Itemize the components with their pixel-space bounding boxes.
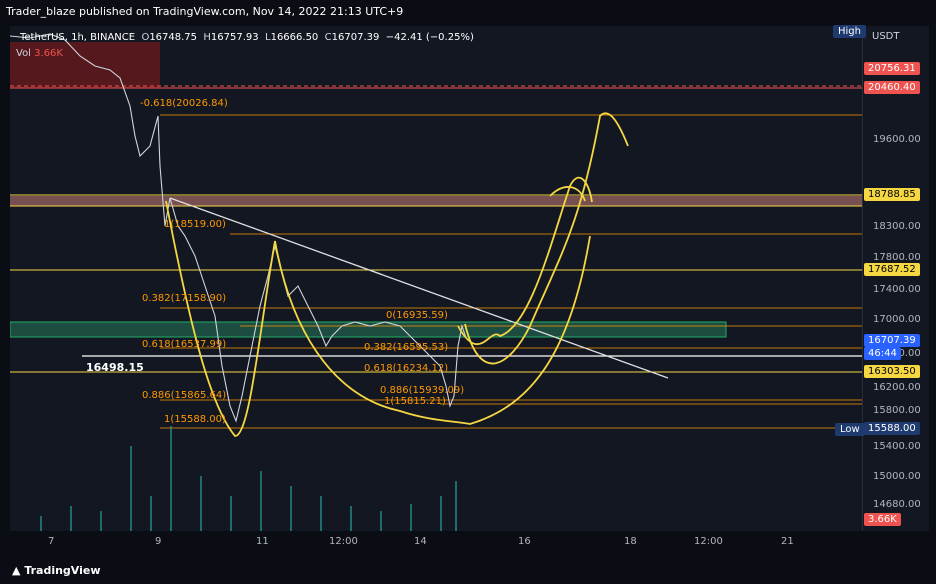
projection-curve-1 (165, 200, 591, 437)
published-bar: Trader_blaze published on TradingView.co… (0, 0, 936, 26)
y-tick-7: 16200.00 (873, 382, 921, 393)
tradingview-logo[interactable]: ▲ TradingView (12, 564, 101, 577)
downtrend-line (169, 197, 669, 379)
tag-16303: 16303.50 (864, 365, 920, 378)
currency-label: USDT (872, 31, 900, 42)
open-value: 16748.75 (149, 32, 198, 43)
tag-17687: 17687.52 (864, 263, 920, 276)
high-badge: High (833, 25, 866, 38)
fib2-label-0886: 0.886(15939.09) (380, 385, 465, 396)
tag-16707: 16707.39 (864, 334, 920, 347)
volume-legend: Vol 3.66K (16, 48, 63, 59)
tag-15588: 15588.00 (864, 422, 920, 435)
low-badge: Low (835, 423, 865, 436)
x-tick-8: 12:00 (694, 536, 723, 547)
y-tick-10: 15000.00 (873, 471, 921, 482)
fib2-label-0618: 0.618(16234.12) (364, 363, 449, 374)
supply-zone (10, 42, 160, 88)
ohlc-legend: TetherUS, 1h, BINANCE O16748.75 H16757.9… (20, 32, 474, 43)
x-tick-3: 11 (256, 536, 269, 547)
y-tick-8: 15800.00 (873, 405, 921, 416)
footer-bar: ▲ TradingView (0, 556, 936, 584)
fib-label-m0618: -0.618(20026.84) (140, 98, 228, 109)
symbol-label: TetherUS, 1h, BINANCE (20, 32, 136, 43)
high-label: H (203, 32, 211, 43)
tag-18788: 18788.85 (864, 188, 920, 201)
resistance-zone (10, 196, 862, 206)
fib-label-1: 1(15588.00) (164, 414, 226, 425)
x-tick-5: 14 (414, 536, 427, 547)
fib2-label-0: 0(16935.59) (386, 310, 448, 321)
price-axis[interactable] (862, 26, 929, 531)
chart-svg (10, 33, 862, 531)
vol-label: Vol (16, 48, 31, 59)
volume-bars (40, 426, 457, 531)
x-tick-9: 21 (781, 536, 794, 547)
fib-label-top: 1(18519.00) (164, 219, 226, 230)
tag-vol: 3.66K (864, 513, 901, 526)
fib2-label-0382: 0.382(16595.53) (364, 342, 449, 353)
x-tick-6: 16 (518, 536, 531, 547)
high-value: 16757.93 (210, 32, 259, 43)
demand-zone (10, 321, 727, 338)
projection-curve-3 (464, 112, 629, 365)
published-text: Trader_blaze published on TradingView.co… (6, 5, 404, 18)
close-label: C (324, 32, 332, 43)
x-tick-4: 12:00 (329, 536, 358, 547)
x-tick-7: 18 (624, 536, 637, 547)
price-path (10, 33, 467, 423)
x-tick-1: 7 (48, 536, 55, 547)
fib2-label-1: 1(15815.21) (384, 396, 446, 407)
tag-20756: 20756.31 (864, 62, 920, 75)
projection-curve-4 (549, 186, 586, 202)
projection-curve-2 (457, 176, 593, 346)
y-tick-4: 17400.00 (873, 284, 921, 295)
y-tick-5: 17000.00 (873, 314, 921, 325)
vol-value: 3.66K (34, 48, 63, 59)
close-value: 16707.39 (331, 32, 380, 43)
y-tick-3: 17800.00 (873, 252, 921, 263)
y-tick-1: 19600.00 (873, 134, 921, 145)
fib-label-0886: 0.886(15865.64) (142, 390, 227, 401)
fib-label-0618: 0.618(16537.99) (142, 339, 227, 350)
low-value: 16666.50 (270, 32, 319, 43)
low-label: L (265, 32, 271, 43)
brand-text: TradingView (24, 564, 101, 577)
level-label-16498: 16498.15 (86, 361, 144, 374)
y-tick-11: 14680.00 (873, 499, 921, 510)
tag-countdown: 46:44 (864, 347, 901, 360)
y-tick-9: 15400.00 (873, 441, 921, 452)
x-tick-2: 9 (155, 536, 162, 547)
change-value: −42.41 (−0.25%) (385, 32, 474, 43)
tv-logo-icon: ▲ (12, 564, 21, 577)
y-tick-2: 18300.00 (873, 221, 921, 232)
tag-20460: 20460.40 (864, 81, 920, 94)
chart-pane[interactable]: -0.618(20026.84) 1(18519.00) 0.382(17158… (10, 26, 862, 531)
fib-label-0382: 0.382(17158.90) (142, 293, 227, 304)
open-label: O (141, 32, 150, 43)
